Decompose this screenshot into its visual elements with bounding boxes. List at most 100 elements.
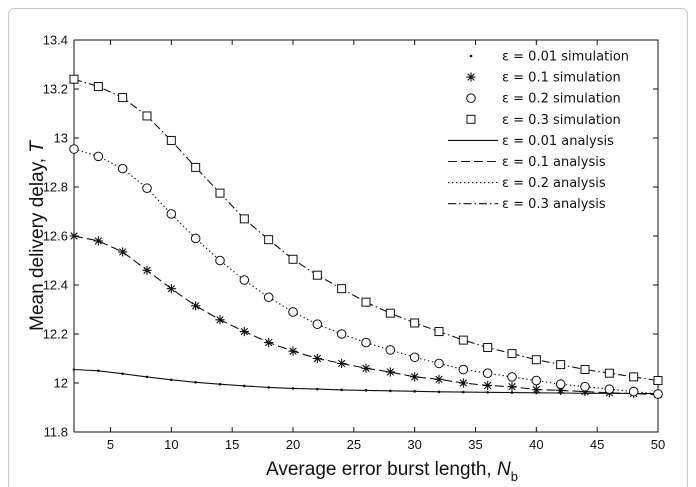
sim-point-square (604, 368, 614, 378)
sim-point-square (312, 270, 322, 280)
sim-point-circle (580, 381, 590, 392)
y-axis-ticks: 11.8 12 12.2 12.4 12.6 12.8 13 13.2 13.4 (43, 33, 658, 440)
sim-point-star (312, 353, 322, 364)
sim-point-dot (413, 390, 416, 393)
sim-point-square (531, 355, 541, 365)
sim-point-dot (486, 391, 489, 394)
sim-point-star (361, 363, 371, 373)
legend-label: ε = 0.01 simulation (502, 50, 629, 65)
sim-point-circle (385, 345, 396, 355)
sim-point-dot (145, 375, 149, 379)
legend-label: ε = 0.3 simulation (502, 113, 621, 128)
legend-marker-dot (469, 54, 473, 58)
legend-label: ε = 0.01 analysis (502, 134, 614, 149)
sim-point-square (507, 349, 517, 359)
sim-point-star (93, 236, 103, 246)
y-tick-label: 12.8 (43, 180, 68, 195)
sim-point-star (507, 382, 517, 392)
sim-point-star (215, 315, 225, 325)
sim-point-circle (239, 275, 250, 285)
sim-point-square (410, 318, 420, 328)
y-tick-label: 12.2 (43, 327, 68, 342)
sim-point-square (434, 327, 444, 337)
sim-point-dot (72, 368, 76, 371)
sim-point-square (483, 342, 493, 352)
sim-point-circle (507, 372, 517, 382)
sim-point-dot (340, 388, 343, 392)
sim-point-square (93, 82, 103, 92)
sim-point-circle (361, 337, 371, 348)
x-tick-label: 40 (529, 437, 543, 452)
sim-point-square (69, 74, 79, 84)
sim-point-dot (218, 382, 222, 386)
legend-entry: ε = 0.2 simulation (466, 92, 621, 107)
y-tick-label: 13.4 (43, 33, 68, 48)
sim-point-square (215, 188, 225, 198)
sim-point-star (458, 378, 468, 388)
sim-point-star (288, 346, 298, 356)
sim-point-circle (458, 364, 469, 375)
legend-marker-circle (466, 93, 476, 103)
sim-point-star (385, 367, 395, 377)
sim-point-circle (628, 386, 639, 397)
y-tick-label: 12.6 (43, 229, 68, 244)
x-tick-label: 15 (225, 437, 239, 452)
sim-point-circle (555, 379, 566, 390)
sim-point-dot (364, 389, 368, 392)
sim-point-circle (288, 307, 298, 317)
y-tick-label: 11.8 (44, 425, 68, 440)
legend-entry: ε = 0.1 simulation (466, 71, 621, 86)
sim-point-circle (531, 375, 542, 386)
sim-point-square (191, 162, 201, 172)
y-tick-label: 12.4 (43, 278, 68, 293)
legend-entry: ε = 0.2 analysis (448, 176, 606, 191)
sim-point-square (166, 135, 176, 145)
simulation-markers (69, 74, 663, 400)
legend: ε = 0.01 simulation ε = 0.1 simulation ε =… (448, 50, 629, 212)
sim-point-circle (312, 319, 323, 330)
legend-entry: ε = 0.1 analysis (448, 155, 606, 170)
sim-point-star (483, 380, 493, 391)
sim-point-square (337, 284, 347, 294)
sim-point-dot (316, 387, 319, 391)
sim-point-circle (166, 209, 177, 219)
legend-entry: ε = 0.01 simulation (469, 50, 629, 65)
sim-point-dot (291, 387, 295, 390)
sim-point-star (556, 385, 566, 395)
y-tick-label: 13 (54, 131, 68, 146)
sim-point-square (556, 360, 566, 370)
sim-point-dot (121, 372, 124, 375)
sim-point-square (458, 335, 468, 345)
sim-point-dot (510, 391, 514, 394)
x-tick-label: 25 (347, 437, 361, 452)
y-tick-label: 12 (54, 376, 68, 391)
x-axis-ticks: 5 10 15 20 25 30 35 40 45 50 (107, 40, 665, 452)
x-tick-label: 50 (651, 437, 665, 452)
sim-point-dot (462, 390, 465, 394)
sim-point-circle (215, 255, 225, 266)
sim-point-star (410, 372, 420, 382)
x-tick-label: 5 (107, 437, 114, 452)
sim-point-star (191, 301, 201, 311)
legend-label: ε = 0.3 analysis (502, 197, 606, 212)
sim-point-square (118, 93, 128, 103)
legend-entry: ε = 0.3 analysis (448, 197, 606, 212)
sim-point-square (580, 365, 590, 375)
sim-point-square (385, 308, 395, 318)
sim-point-star (337, 358, 347, 368)
legend-entry: ε = 0.3 simulation (466, 113, 621, 128)
sim-point-star (264, 337, 274, 348)
sim-point-dot (97, 369, 100, 373)
sim-point-dot (194, 380, 197, 384)
legend-marker-square (466, 114, 476, 124)
x-tick-label: 10 (164, 437, 178, 452)
sim-point-square (653, 376, 663, 386)
sim-point-circle (336, 329, 347, 339)
sim-point-circle (142, 183, 152, 194)
legend-label: ε = 0.2 simulation (502, 92, 621, 107)
sim-point-square (142, 111, 152, 121)
sim-point-circle (117, 163, 128, 174)
sim-point-star (580, 386, 590, 397)
sim-point-circle (409, 352, 420, 363)
